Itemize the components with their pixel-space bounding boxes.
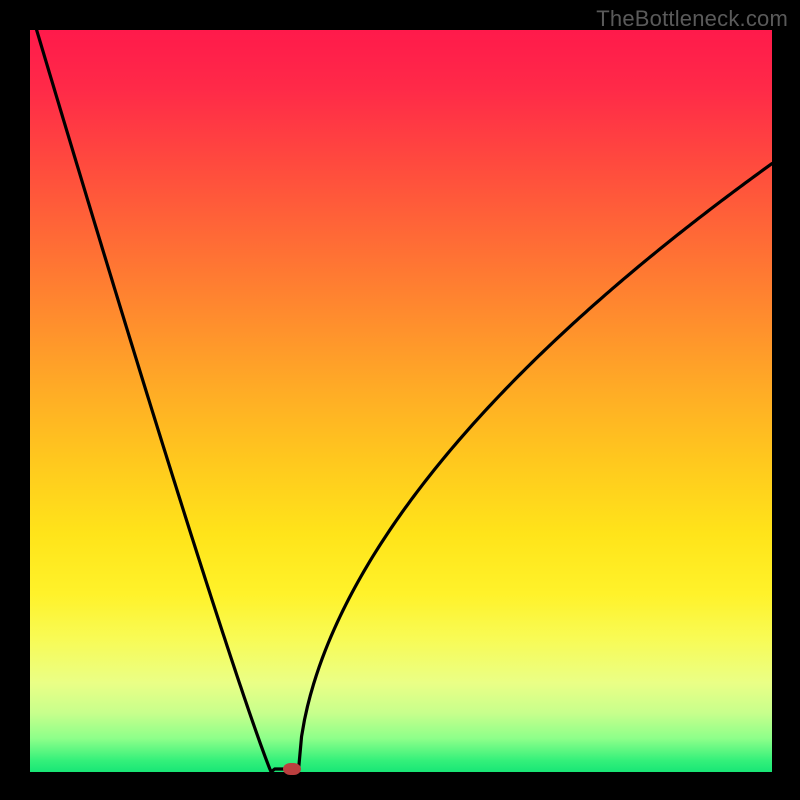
watermark-text: TheBottleneck.com [596, 6, 788, 32]
bottleneck-chart-svg [0, 0, 800, 800]
optimum-marker [283, 763, 301, 775]
plot-background [30, 30, 772, 772]
chart-container: { "watermark": { "text": "TheBottleneck.… [0, 0, 800, 800]
